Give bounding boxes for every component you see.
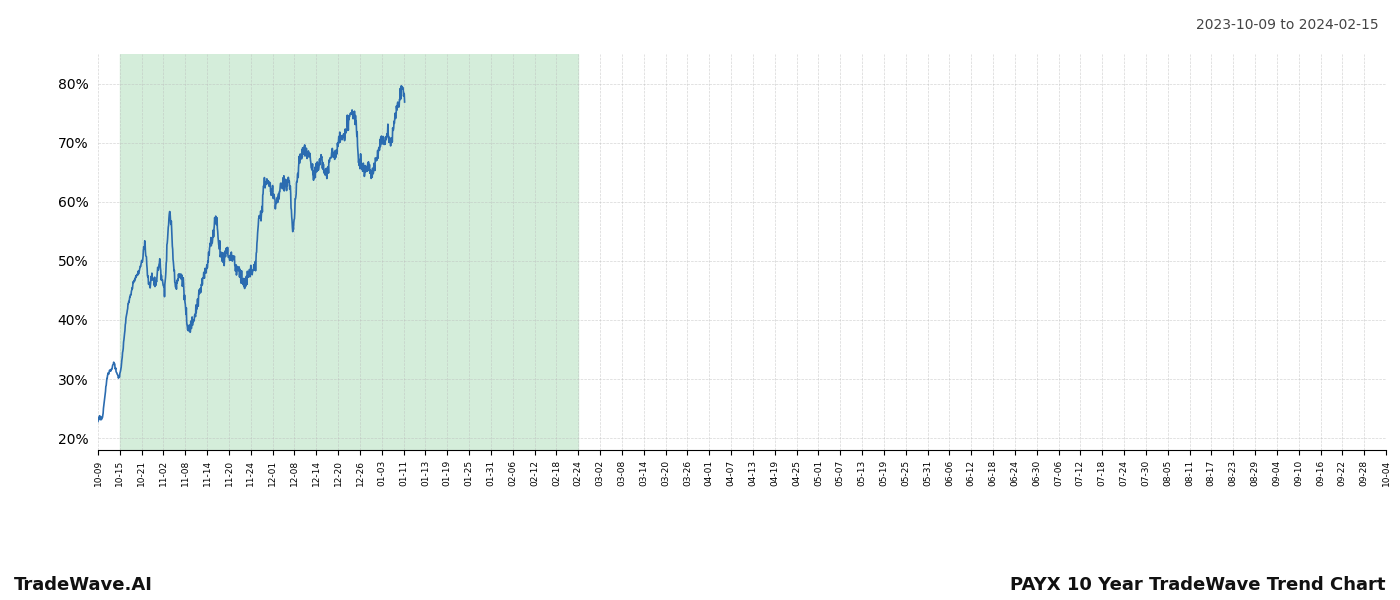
Bar — [120, 54, 578, 450]
Text: TradeWave.AI: TradeWave.AI — [14, 576, 153, 594]
Text: 2023-10-09 to 2024-02-15: 2023-10-09 to 2024-02-15 — [1197, 18, 1379, 32]
Text: PAYX 10 Year TradeWave Trend Chart: PAYX 10 Year TradeWave Trend Chart — [1011, 576, 1386, 594]
